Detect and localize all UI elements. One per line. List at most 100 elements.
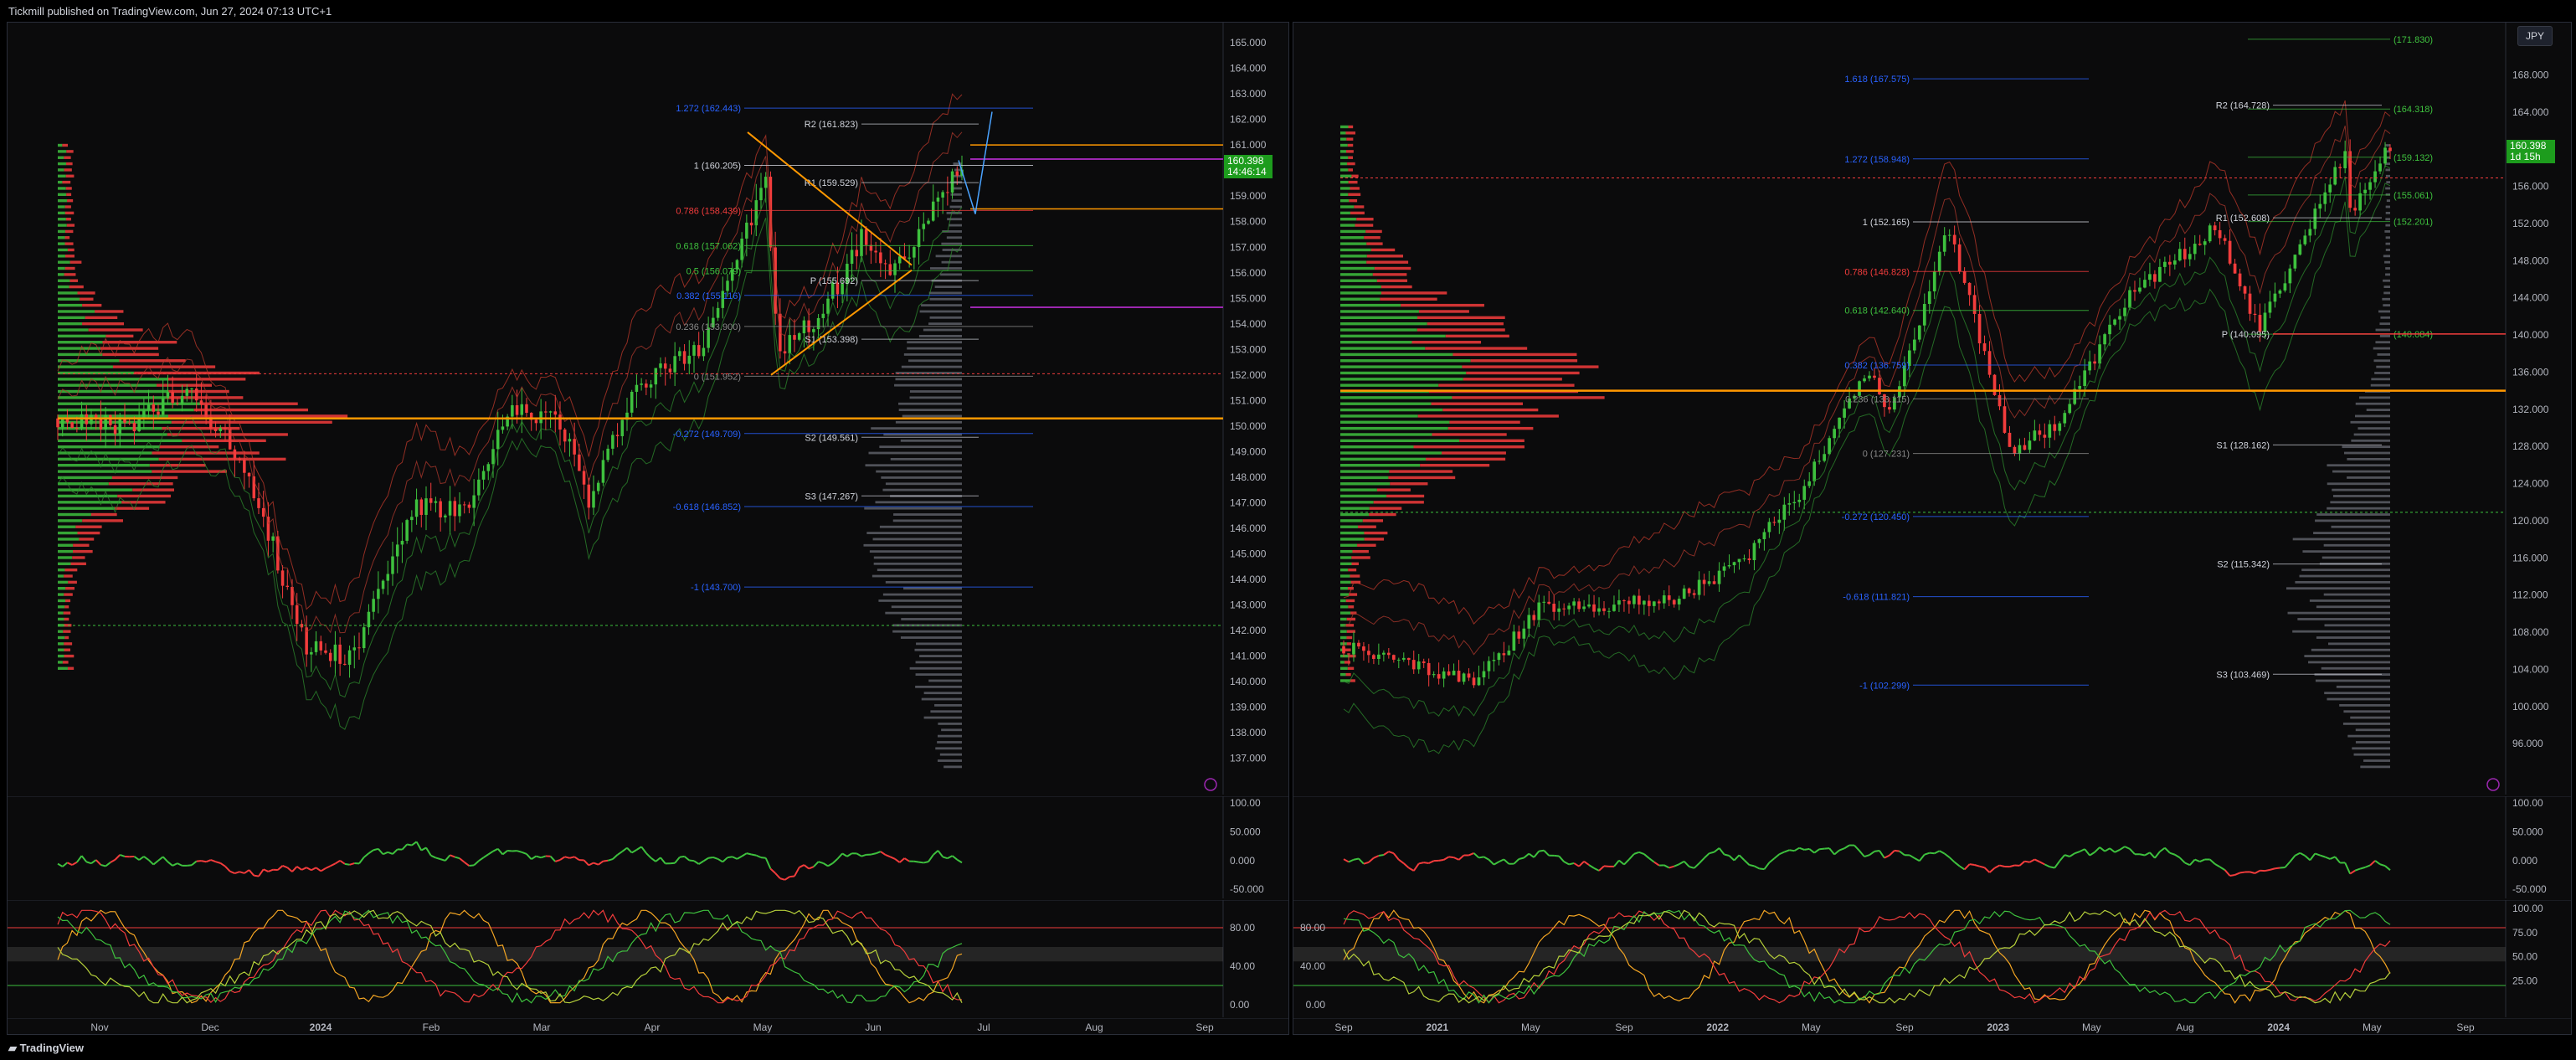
candle-body — [2128, 290, 2131, 308]
volume-profile-bar — [1425, 457, 1506, 461]
stochastic-line — [57, 909, 963, 1004]
volume-profile-bar — [1420, 464, 1490, 467]
session-volume-bar — [951, 199, 962, 203]
candle-body — [2043, 435, 2047, 438]
oscillator-line — [1358, 857, 1365, 865]
currency-button[interactable]: JPY — [2517, 26, 2553, 46]
candle-body — [1542, 601, 1546, 603]
volume-profile-bar — [58, 451, 152, 455]
oscillator-line — [311, 867, 317, 872]
volume-profile-bar — [58, 519, 83, 522]
volume-profile-bar — [58, 624, 64, 627]
session-volume-bar — [2336, 685, 2390, 688]
volume-profile-bar — [58, 303, 83, 307]
volume-profile-bar — [58, 426, 162, 430]
volume-profile-bar — [1345, 672, 1351, 677]
right-time-axis[interactable]: Sep 2021 May Sep 2022 May Sep 2023 May Aug 2024 May… — [1293, 1018, 2571, 1035]
volume-profile-bar — [1340, 494, 1387, 498]
left-last-price-tag: 160.398 14:46:14 — [1224, 154, 1273, 178]
oscillator-line — [286, 867, 293, 872]
fib-level-label: 0.236 (133.115) — [1845, 394, 1910, 404]
alert-icon[interactable] — [2486, 778, 2500, 791]
session-volume-bar — [2311, 648, 2390, 651]
candle-body — [2273, 293, 2277, 302]
oscillator-line — [717, 858, 723, 863]
candle-body — [1792, 502, 1797, 504]
candle-body — [2123, 307, 2126, 316]
volume-profile-bar — [1349, 593, 1358, 596]
right-price-pane[interactable]: 168.000164.000160.000156.000152.000148.0… — [1293, 23, 2571, 795]
oscillator-line — [2199, 858, 2206, 862]
candle-body — [2283, 283, 2287, 291]
session-volume-bar — [915, 661, 962, 664]
right-chart-panel[interactable]: 168.000164.000160.000156.000152.000148.0… — [1293, 22, 2572, 1035]
session-volume-bar — [929, 316, 962, 319]
oscillator-line — [1738, 854, 1746, 861]
candle-body — [774, 247, 777, 314]
session-volume-bar — [941, 260, 962, 264]
right-oscillator-pane[interactable]: 100.00 50.000 0.000 -50.000 — [1293, 796, 2571, 898]
candle-body — [783, 351, 787, 354]
right-stochastic-pane[interactable]: 100.00 75.00 50.00 25.00 80.00 40.00 0.00 — [1293, 900, 2571, 1017]
candle-body — [745, 222, 748, 239]
left-chart-panel[interactable]: 165.000164.000163.000162.000161.000160.0… — [7, 22, 1289, 1035]
volume-profile-bar — [58, 205, 65, 208]
candle-body — [846, 264, 849, 285]
oscillator-line — [2369, 860, 2376, 867]
candle-body — [157, 411, 160, 415]
oscillator-line — [383, 851, 388, 856]
candle-body — [1597, 608, 1601, 612]
oscillator-line — [2344, 862, 2352, 874]
candle-body — [1767, 522, 1771, 533]
session-volume-bar — [892, 519, 962, 522]
candle-body — [922, 224, 926, 229]
level-label: (171.830) — [2393, 35, 2433, 45]
volume-profile-bar — [69, 260, 82, 264]
oscillator-line — [478, 857, 485, 862]
candle-body — [1977, 313, 1982, 344]
oscillator-line — [167, 861, 173, 867]
oscillator-line — [861, 853, 867, 857]
oscillator-line — [683, 856, 690, 862]
volume-profile-bar — [1401, 303, 1484, 307]
candle-body — [132, 422, 136, 432]
session-volume-bar — [882, 593, 962, 596]
candle-body — [109, 414, 112, 425]
candle-body — [539, 411, 542, 424]
candle-body — [2183, 249, 2187, 260]
candle-body — [860, 229, 863, 257]
volume-profile-bar — [1348, 193, 1361, 197]
volume-profile-bar — [1340, 635, 1347, 640]
left-price-pane[interactable]: 165.000164.000163.000162.000161.000160.0… — [8, 23, 1288, 795]
oscillator-line — [1894, 849, 1900, 852]
fib-level-label: 0 (127.231) — [1863, 450, 1910, 460]
volume-profile-bar — [166, 396, 244, 399]
candle-body — [1417, 661, 1421, 670]
session-volume-bar — [2327, 482, 2390, 486]
volume-profile-bar — [58, 371, 135, 375]
candle-body — [740, 238, 743, 260]
alert-icon[interactable] — [1204, 778, 1217, 791]
candle-body — [874, 250, 877, 253]
candle-body — [477, 479, 481, 496]
volume-profile-bar — [1340, 470, 1390, 473]
oscillator-line — [836, 852, 843, 860]
oscillator-line — [712, 857, 718, 860]
left-oscillator-pane[interactable]: 100.00 50.000 0.000 -50.000 — [8, 796, 1288, 898]
left-time-axis[interactable]: Nov Dec 2024 Feb Mar Apr May Jun Jul Aug Sep — [8, 1018, 1288, 1035]
stochastic-left-tick-label: 80.00 — [1300, 922, 1325, 934]
volume-profile-bar — [95, 310, 124, 313]
candle-body — [185, 388, 189, 396]
oscillator-line — [1578, 861, 1585, 867]
tradingview-logo[interactable]: ▰ TradingView — [8, 1042, 84, 1055]
oscillator-tick-label: 0.000 — [1230, 855, 1255, 867]
oscillator-line — [1423, 862, 1429, 864]
session-volume-bar — [2385, 224, 2390, 227]
oscillator-line — [450, 854, 455, 858]
candle-body — [1672, 599, 1676, 605]
oscillator-line — [2319, 854, 2326, 858]
oscillator-line — [2299, 852, 2306, 857]
left-stochastic-pane[interactable]: 80.00 40.00 0.00 — [8, 900, 1288, 1017]
oscillator-line — [1874, 849, 1880, 852]
price-tick-label: 152.000 — [2512, 218, 2549, 229]
